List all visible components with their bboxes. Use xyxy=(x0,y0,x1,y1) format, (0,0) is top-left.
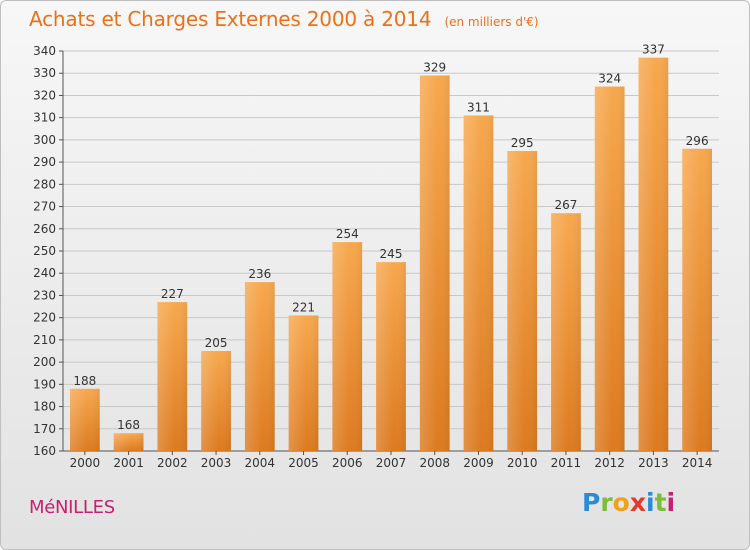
proxiti-logo: Proxiti xyxy=(582,488,676,517)
bar-sheen xyxy=(157,302,188,451)
bar-sheen xyxy=(419,75,450,451)
bar-sheen xyxy=(551,213,581,451)
x-tick-label: 2009 xyxy=(463,456,494,470)
bar-value-label: 227 xyxy=(161,287,184,301)
y-tick-labels: 160 170 180 190 200 210 220 230 240 250 260 270 280 2… xyxy=(33,44,56,458)
bar-value-label: 311 xyxy=(467,100,490,114)
commune-name: MéNILLES xyxy=(29,497,115,518)
x-tick-labels: 2000 2001 2002 2003 2004 2005 2006 2007 2008 2009… xyxy=(70,451,713,470)
x-tick-label: 2004 xyxy=(245,456,276,470)
bar-value-label: 254 xyxy=(336,227,359,241)
y-tick-label: 200 xyxy=(33,355,56,369)
bar-value-label: 221 xyxy=(292,300,315,314)
bar-sheen xyxy=(332,242,363,451)
y-tick-label: 220 xyxy=(33,311,56,325)
data-labels: 188 168 227 205 236 221 254 245 329 311 295 267 324 3… xyxy=(73,43,708,433)
y-tick-label: 230 xyxy=(33,288,56,302)
bar-sheen xyxy=(376,262,406,451)
x-tick-label: 2010 xyxy=(507,456,538,470)
y-tick-label: 310 xyxy=(33,111,56,125)
bar-sheen xyxy=(507,151,538,451)
y-tick-label: 330 xyxy=(33,66,56,80)
y-tick-label: 270 xyxy=(33,200,56,214)
bar-value-label: 188 xyxy=(73,374,96,388)
x-tick-label: 2008 xyxy=(419,456,450,470)
x-tick-label: 2006 xyxy=(332,456,363,470)
bar-sheen xyxy=(69,388,100,451)
bar-value-label: 329 xyxy=(423,60,446,74)
x-tick-label: 2014 xyxy=(682,456,713,470)
chart-unit: (en milliers d'€) xyxy=(444,15,539,29)
y-tick-label: 280 xyxy=(33,177,56,191)
y-tick-label: 260 xyxy=(33,222,56,236)
y-tick-label: 170 xyxy=(33,422,56,436)
bar-sheen xyxy=(113,433,144,451)
bar-sheen xyxy=(682,148,713,451)
y-tick-label: 240 xyxy=(33,266,56,280)
y-tick-label: 300 xyxy=(33,133,56,147)
chart-title-block: Achats et Charges Externes 2000 à 2014 (… xyxy=(29,7,539,31)
bar-sheen xyxy=(638,57,669,452)
x-tick-label: 2007 xyxy=(376,456,407,470)
y-tick-label: 290 xyxy=(33,155,56,169)
bar-value-label: 205 xyxy=(205,336,228,350)
y-tick-label: 210 xyxy=(33,333,56,347)
bar-sheen xyxy=(594,86,625,452)
chart-title: Achats et Charges Externes 2000 à 2014 xyxy=(29,7,432,31)
bar-value-label: 236 xyxy=(248,267,271,281)
bar-value-label: 296 xyxy=(686,134,709,148)
x-tick-label: 2002 xyxy=(157,456,188,470)
x-tick-label: 2000 xyxy=(70,456,101,470)
bar-sheen xyxy=(201,351,231,451)
x-tick-label: 2003 xyxy=(201,456,232,470)
y-tick-label: 160 xyxy=(33,444,56,458)
y-tick-label: 180 xyxy=(33,400,56,414)
y-tick-label: 320 xyxy=(33,88,56,102)
y-tick-label: 250 xyxy=(33,244,56,258)
bar-sheen xyxy=(463,115,494,451)
y-tick-label: 190 xyxy=(33,377,56,391)
bar-value-label: 245 xyxy=(380,247,403,261)
x-tick-label: 2011 xyxy=(551,456,582,470)
bar-value-label: 324 xyxy=(598,72,621,86)
x-tick-label: 2005 xyxy=(288,456,319,470)
bars xyxy=(69,57,713,452)
y-tick-label: 340 xyxy=(33,44,56,58)
bar-value-label: 295 xyxy=(511,136,534,150)
bar-sheen xyxy=(288,315,319,451)
x-tick-label: 2001 xyxy=(113,456,144,470)
bar-sheen xyxy=(244,282,275,451)
bar-value-label: 168 xyxy=(117,418,140,432)
bar-value-label: 337 xyxy=(642,43,665,57)
x-tick-label: 2013 xyxy=(638,456,669,470)
bar-value-label: 267 xyxy=(554,198,577,212)
x-tick-label: 2012 xyxy=(594,456,625,470)
